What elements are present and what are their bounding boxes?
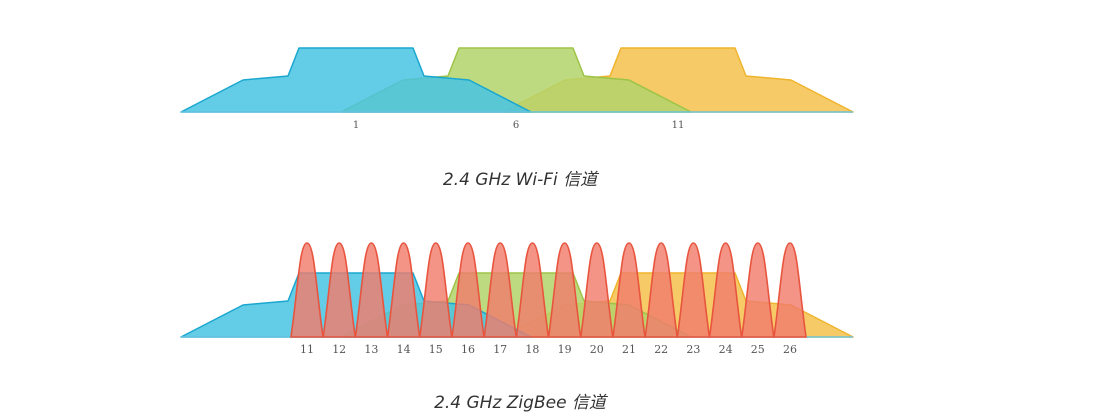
- zigbee-channel-25-peak: [742, 243, 774, 337]
- zigbee-channel-diagram: 11 12 13 14 15 16 17 18 19 20 21 22 23 24 25 26: [0, 212, 1112, 372]
- wifi-channel-label: 6: [513, 120, 519, 131]
- zigbee-channel-label: 16: [461, 343, 475, 356]
- zigbee-channel-20-peak: [581, 243, 613, 337]
- wifi-channel-diagram: 1 6 11: [0, 0, 1112, 150]
- zigbee-channel-label: 26: [783, 343, 797, 356]
- zigbee-channel-label: 13: [364, 343, 378, 356]
- zigbee-channel-label: 23: [686, 343, 700, 356]
- zigbee-channel-label: 25: [751, 343, 765, 356]
- zigbee-caption: 2.4 GHz ZigBee 信道: [0, 388, 1040, 413]
- zigbee-channel-label: 17: [493, 343, 507, 356]
- zigbee-channel-15-peak: [420, 243, 452, 337]
- zigbee-channel-label: 20: [590, 343, 604, 356]
- wifi-channel-label: 11: [672, 120, 685, 131]
- zigbee-channel-label: 11: [300, 343, 314, 356]
- wifi-channel-label: 1: [353, 120, 359, 131]
- zigbee-channel-label: 24: [719, 343, 733, 356]
- zigbee-channel-label: 14: [397, 343, 411, 356]
- zigbee-channel-label: 15: [429, 343, 443, 356]
- zigbee-channel-label: 12: [332, 343, 346, 356]
- zigbee-channel-label: 21: [622, 343, 636, 356]
- zigbee-channel-label: 22: [654, 343, 668, 356]
- zigbee-channel-26-peak: [774, 243, 806, 337]
- zigbee-channel-label: 19: [558, 343, 572, 356]
- zigbee-channel-label: 18: [525, 343, 539, 356]
- wifi-caption: 2.4 GHz Wi-Fi 信道: [0, 165, 1040, 190]
